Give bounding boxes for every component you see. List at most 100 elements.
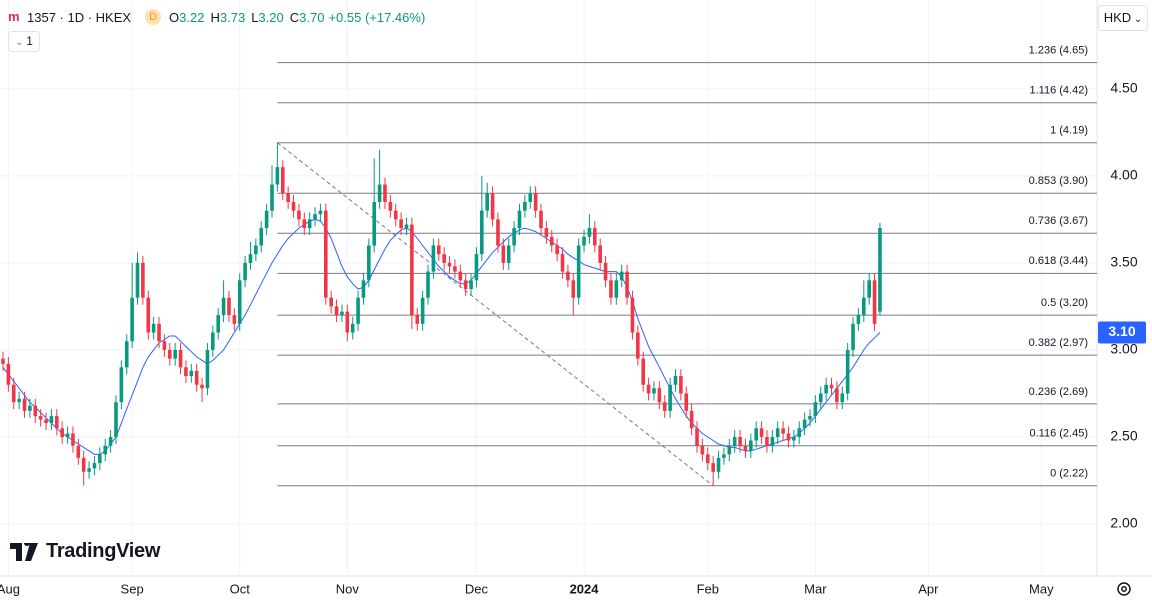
candle-body	[124, 341, 129, 368]
candle-body	[248, 254, 253, 263]
indicator-toggle[interactable]: ⌄ 1	[8, 31, 40, 52]
candle-body	[501, 245, 506, 263]
candle-body	[517, 210, 522, 229]
candle-body	[184, 367, 188, 377]
candle-body	[367, 245, 371, 281]
candle-body	[813, 402, 818, 417]
candle-body	[619, 271, 624, 281]
candle-body	[431, 245, 436, 272]
candle-body	[625, 271, 629, 298]
candle-body	[259, 228, 264, 246]
candle-body	[738, 436, 742, 446]
candle-body	[87, 468, 91, 472]
candle-body	[453, 266, 457, 272]
candle-body	[76, 445, 81, 458]
fib-label: 0.116 (2.45)	[1029, 428, 1088, 440]
x-tick-label: Dec	[465, 581, 489, 596]
settings-button[interactable]	[1115, 580, 1133, 598]
y-tick-label: 2.50	[1110, 428, 1137, 444]
candle-body	[178, 349, 183, 368]
candle-body	[593, 228, 597, 246]
candle-body	[566, 271, 570, 281]
fib-label: 1.236 (4.65)	[1029, 45, 1088, 57]
candle-body	[835, 388, 839, 403]
candle-body	[383, 184, 387, 202]
candle-body	[539, 210, 543, 229]
candle-body	[141, 262, 145, 298]
candle-body	[243, 262, 247, 281]
candle-body	[334, 306, 339, 316]
candle-body	[560, 254, 565, 272]
candle-body	[786, 433, 791, 441]
candle-body	[716, 457, 721, 472]
candle-body	[205, 349, 210, 389]
ohlc-key: H	[210, 9, 220, 25]
candle-body	[146, 297, 151, 333]
candle-body	[372, 201, 377, 246]
ohlc-value: 3.73	[219, 9, 246, 25]
candle-body	[189, 370, 194, 377]
candle-body	[329, 297, 333, 307]
candle-body	[684, 393, 689, 411]
fib-label: 1 (4.19)	[1050, 125, 1088, 137]
candle-body	[598, 245, 602, 263]
candle-body	[393, 210, 398, 220]
candle-body	[275, 167, 280, 185]
candle-body	[705, 454, 710, 464]
candle-body	[291, 201, 296, 211]
candle-body	[727, 445, 732, 455]
candle-body	[410, 224, 414, 316]
candle-body	[711, 463, 715, 472]
currency-button[interactable]: HKD ⌄	[1098, 5, 1148, 31]
candle-body	[22, 398, 27, 411]
candle-body	[867, 280, 871, 298]
candle-body	[496, 219, 500, 246]
candle-body	[404, 224, 409, 229]
delayed-badge: D	[145, 9, 162, 25]
candle-body	[781, 428, 785, 434]
candle-body	[528, 193, 533, 202]
candle-body	[65, 433, 70, 437]
candle-body	[802, 419, 807, 429]
candle-body	[130, 297, 134, 342]
ohlc-key: O	[169, 9, 180, 25]
fib-label: 0.382 (2.97)	[1029, 337, 1088, 349]
ohlc-key: C	[289, 9, 300, 25]
symbol[interactable]: 1357 · 1D · HKEX	[27, 9, 132, 25]
candle-body	[200, 384, 204, 389]
candle-body	[485, 193, 489, 211]
candle-body	[426, 271, 430, 298]
candle-body	[447, 262, 452, 267]
candle-body	[458, 271, 463, 281]
candle-body	[151, 323, 156, 333]
candle-body	[350, 323, 355, 333]
candle-body	[119, 367, 124, 403]
candle-body	[673, 376, 678, 385]
candle-body	[254, 245, 258, 255]
candle-body	[689, 410, 694, 429]
candle-body	[506, 245, 511, 263]
candle-body	[135, 262, 140, 298]
candle-body	[878, 228, 882, 312]
candle-body	[469, 280, 473, 290]
candle-body	[679, 376, 683, 394]
candle-body	[324, 210, 328, 298]
candle-body	[474, 254, 479, 281]
candle-body	[463, 280, 468, 290]
fib-label: 1.116 (4.42)	[1029, 85, 1088, 97]
y-tick-label: 4.00	[1110, 167, 1137, 183]
trend-line	[277, 142, 714, 487]
logo-text: TradingView	[46, 540, 161, 562]
logo[interactable]: TradingView	[10, 540, 160, 563]
candle-body	[1, 358, 5, 364]
candle-body	[264, 210, 269, 229]
candle-body	[662, 402, 667, 411]
candle-body	[743, 445, 748, 451]
candle-body	[824, 384, 828, 394]
candle-body	[759, 428, 764, 437]
candle-body	[211, 332, 215, 350]
fib-label: 0 (2.22)	[1050, 468, 1088, 480]
candle-body	[17, 398, 21, 403]
x-tick-label: Aug	[0, 581, 20, 596]
